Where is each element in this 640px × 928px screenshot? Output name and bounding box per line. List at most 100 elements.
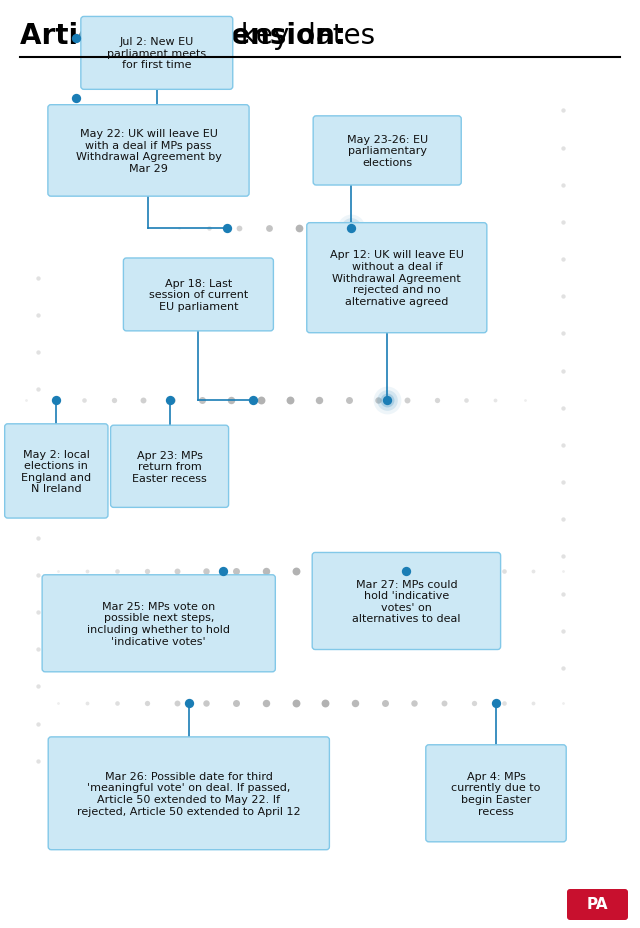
Point: [201, 696, 211, 711]
Point: [499, 564, 509, 579]
Point: [174, 222, 184, 237]
Text: Mar 25: MPs vote on
possible next steps,
including whether to hold
'indicative v: Mar 25: MPs vote on possible next steps,…: [87, 601, 230, 646]
Text: Apr 12: UK will leave EU
without a deal if
Withdrawal Agreement
rejected and no
: Apr 12: UK will leave EU without a deal …: [330, 251, 464, 306]
FancyBboxPatch shape: [567, 889, 628, 920]
Point: [234, 222, 244, 237]
Point: [520, 393, 530, 408]
Point: [490, 393, 500, 408]
Point: [383, 222, 394, 237]
Point: [167, 393, 177, 408]
Point: [172, 696, 182, 711]
Point: [184, 696, 194, 711]
Point: [112, 564, 122, 579]
Point: [314, 393, 324, 408]
Point: [439, 696, 449, 711]
Point: [558, 624, 568, 638]
Text: PA: PA: [586, 896, 608, 911]
Point: [439, 564, 449, 579]
Point: [558, 438, 568, 453]
FancyBboxPatch shape: [124, 259, 273, 331]
Point: [291, 696, 301, 711]
Point: [201, 564, 211, 579]
Point: [231, 564, 241, 579]
FancyBboxPatch shape: [48, 106, 249, 197]
Point: [350, 564, 360, 579]
Point: [413, 222, 423, 237]
FancyBboxPatch shape: [81, 18, 233, 90]
Point: [112, 696, 122, 711]
Point: [558, 364, 568, 379]
Point: [558, 512, 568, 527]
Point: [431, 393, 442, 408]
Point: [52, 696, 63, 711]
Point: [320, 696, 330, 711]
FancyBboxPatch shape: [426, 745, 566, 842]
Point: [382, 393, 392, 408]
FancyBboxPatch shape: [312, 553, 500, 650]
Point: [70, 92, 81, 107]
Point: [558, 104, 568, 119]
Point: [558, 696, 568, 711]
Point: [401, 564, 412, 579]
Point: [260, 696, 271, 711]
Point: [109, 393, 119, 408]
Point: [558, 401, 568, 416]
Point: [231, 696, 241, 711]
Point: [558, 661, 568, 676]
FancyBboxPatch shape: [307, 224, 487, 333]
Point: [529, 564, 539, 579]
Text: Article 50 extension:: Article 50 extension:: [20, 22, 346, 50]
Point: [529, 696, 539, 711]
Point: [294, 222, 304, 237]
Point: [248, 393, 258, 408]
Point: [402, 393, 412, 408]
Point: [51, 393, 61, 408]
Point: [410, 696, 420, 711]
Point: [373, 393, 383, 408]
Point: [346, 222, 356, 237]
Point: [33, 308, 44, 323]
Point: [323, 222, 333, 237]
Point: [141, 564, 152, 579]
FancyBboxPatch shape: [111, 426, 228, 508]
FancyBboxPatch shape: [313, 117, 461, 186]
Text: Jul 2: New EU
parliament meets
for first time: Jul 2: New EU parliament meets for first…: [108, 37, 206, 71]
Point: [255, 393, 266, 408]
Point: [558, 215, 568, 230]
Point: [469, 564, 479, 579]
Text: Mar 26: Possible date for third
'meaningful vote' on deal. If passed,
Article 50: Mar 26: Possible date for third 'meaning…: [77, 771, 301, 816]
Point: [33, 382, 44, 397]
Point: [350, 696, 360, 711]
Point: [204, 222, 214, 237]
Point: [33, 494, 44, 509]
Point: [33, 457, 44, 471]
Point: [382, 393, 392, 408]
Point: [346, 222, 356, 237]
Point: [33, 605, 44, 620]
Point: [226, 393, 236, 408]
FancyBboxPatch shape: [48, 737, 330, 850]
Point: [50, 393, 60, 408]
Point: [320, 564, 330, 579]
Point: [33, 345, 44, 360]
Point: [346, 222, 356, 237]
Point: [558, 475, 568, 490]
Point: [346, 222, 356, 237]
Point: [382, 393, 392, 408]
Point: [138, 393, 148, 408]
Point: [33, 271, 44, 286]
Point: [291, 564, 301, 579]
Point: [382, 393, 392, 408]
Point: [443, 222, 453, 237]
Point: [218, 564, 228, 579]
Text: Mar 27: MPs could
hold 'indicative
votes' on
alternatives to deal: Mar 27: MPs could hold 'indicative votes…: [352, 579, 461, 624]
Point: [172, 564, 182, 579]
Point: [20, 393, 31, 408]
Point: [344, 393, 354, 408]
Point: [82, 564, 92, 579]
Point: [285, 393, 295, 408]
Text: May 22: UK will leave EU
with a deal if MPs pass
Withdrawal Agreement by
Mar 29: May 22: UK will leave EU with a deal if …: [76, 129, 221, 174]
Point: [70, 32, 81, 46]
Point: [558, 290, 568, 304]
Text: Apr 23: MPs
return from
Easter recess: Apr 23: MPs return from Easter recess: [132, 450, 207, 483]
